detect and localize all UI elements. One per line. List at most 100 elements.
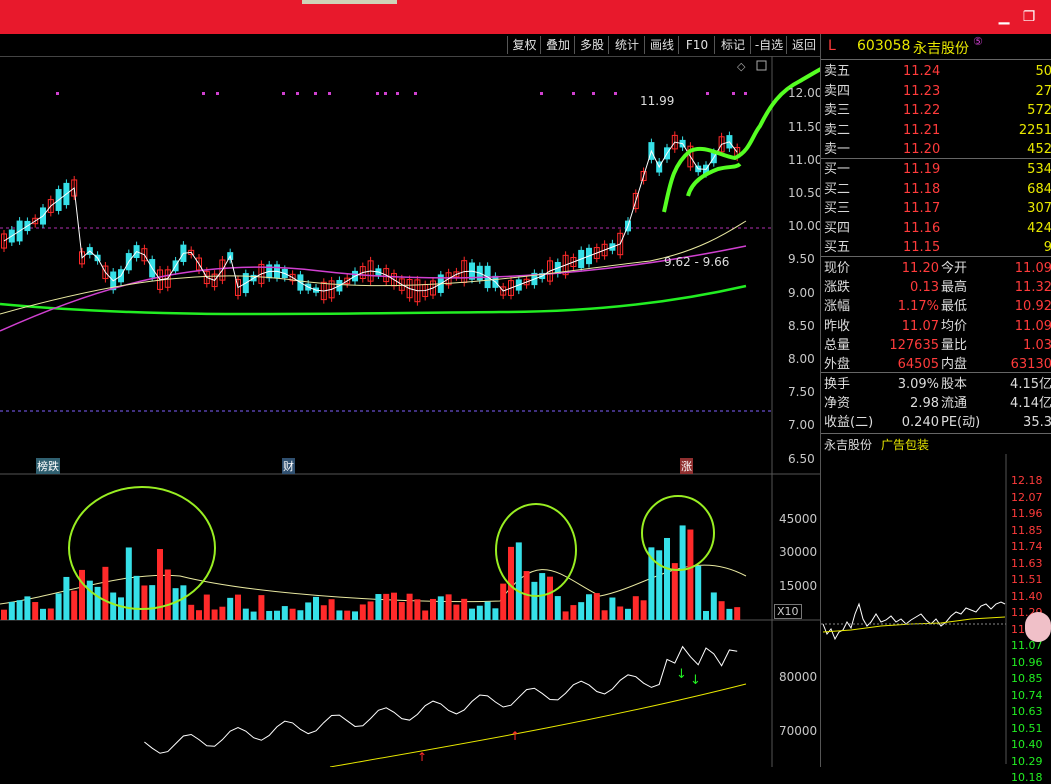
volume-bar <box>336 610 343 620</box>
volume-bar <box>125 547 132 620</box>
tab-thumbnail[interactable] <box>302 0 397 4</box>
volume-bar <box>718 601 725 620</box>
drawn-circle-1 <box>68 486 216 610</box>
mini-price-label: 10.63 <box>1011 705 1043 718</box>
back-button[interactable]: 返回 <box>786 36 821 54</box>
ask-price: 11.22 <box>903 103 941 118</box>
volume-bar <box>266 610 273 620</box>
minimize-icon[interactable]: ▁ <box>998 9 1010 25</box>
stat-value: 4.14亿 <box>1010 396 1051 412</box>
price-axis-label: 6.50 <box>788 452 815 466</box>
ask-row[interactable]: 卖二 11.21 2251 <box>821 121 1051 140</box>
volume-bar <box>24 596 31 620</box>
ask-volume: 27 <box>1035 83 1051 99</box>
bid-row[interactable]: 买二 11.18 684 <box>821 180 1051 199</box>
volume-axis-label: 30000 <box>779 545 818 559</box>
remove-watchlist-button[interactable]: -自选 <box>750 36 787 54</box>
kline-chart-area[interactable]: ◇ ↓ ↓ ↑ ↑ 12.00 11.50 11.00 10.50 10.00 … <box>0 56 823 767</box>
price-axis-label: 8.50 <box>788 319 815 333</box>
stock-name: 永吉股份 <box>913 41 969 57</box>
stat-label: 收益(二) <box>824 415 874 431</box>
volume-bar <box>398 602 405 620</box>
indicator-line <box>144 645 738 754</box>
volume-bar <box>734 607 741 620</box>
signal-dot <box>376 92 379 95</box>
volume-bar <box>547 576 553 620</box>
event-marker-3[interactable]: 涨 <box>680 458 693 474</box>
stock-header: L 603058 永吉股份 ⑤ <box>821 34 1051 58</box>
ask-row[interactable]: 卖五 11.24 50 <box>821 62 1051 81</box>
stat-row: 涨跌 0.13 最高 11.32 <box>821 278 1051 297</box>
restore-icon[interactable]: ❐ <box>1022 9 1036 25</box>
mini-intraday-chart <box>821 454 1007 764</box>
signal-dot <box>592 92 595 95</box>
bid-row[interactable]: 买四 11.16 424 <box>821 219 1051 238</box>
price-axis-label: 8.00 <box>788 352 815 366</box>
mini-price-label: 11.07 <box>1011 639 1043 652</box>
signal-dot <box>744 92 747 95</box>
volume-bar <box>188 604 195 620</box>
volume-bar <box>94 586 101 620</box>
avatar[interactable] <box>1025 612 1051 642</box>
mini-price-label: 11.40 <box>1011 589 1043 603</box>
stat-value: 4.15亿 <box>1010 377 1051 392</box>
mini-price-label: 12.18 <box>1011 474 1043 487</box>
price-axis-label: 7.50 <box>788 385 815 399</box>
stat-label: 股本 <box>941 377 968 392</box>
bid-label: 买三 <box>824 201 851 216</box>
volume-bar <box>47 608 54 620</box>
f10-button[interactable]: F10 <box>678 36 715 54</box>
mark-button[interactable]: 标记 <box>714 36 751 54</box>
bid-label: 买二 <box>824 181 851 197</box>
volume-bar <box>172 588 179 620</box>
bid-row[interactable]: 买一 11.19 534 <box>821 160 1051 179</box>
overlay-button[interactable]: 叠加 <box>540 36 575 54</box>
volume-bar <box>703 610 709 620</box>
volume-bar <box>164 569 171 620</box>
bid-volume: 424 <box>1027 220 1051 236</box>
indicator-axis-label: 70000 <box>779 724 818 738</box>
stat-label: 均价 <box>941 318 968 334</box>
ask-row[interactable]: 卖一 11.20 452 <box>821 140 1051 159</box>
volume-bar <box>359 604 366 620</box>
multi-stock-button[interactable]: 多股 <box>574 36 609 54</box>
volume-bar <box>344 610 351 620</box>
volume-bar <box>86 580 93 620</box>
fuquan-button[interactable]: 复权 <box>507 36 541 54</box>
bid-label: 买五 <box>824 240 851 255</box>
stat-row: 外盘 64505 内盘 63130 <box>821 355 1051 374</box>
price-axis-label: 9.00 <box>788 286 815 300</box>
volume-bar <box>211 609 218 620</box>
price-axis-label: 10.50 <box>788 186 823 200</box>
stat-label: 换手 <box>824 377 851 392</box>
volume-bar <box>726 608 733 620</box>
kline-chart-svg[interactable]: ◇ ↓ ↓ ↑ ↑ <box>0 56 820 767</box>
volume-bar <box>461 598 468 620</box>
signal-dot <box>614 92 617 95</box>
ma-line-short <box>0 220 747 315</box>
volume-bar <box>617 606 624 620</box>
signal-dot <box>396 92 399 95</box>
ad-label[interactable]: 广告包装 <box>881 438 930 452</box>
volume-bar <box>110 592 117 620</box>
ask-row[interactable]: 卖三 11.22 572 <box>821 101 1051 120</box>
volume-bar <box>328 599 335 620</box>
ask-volume: 572 <box>1027 103 1051 118</box>
mini-price-label: 11.85 <box>1011 523 1043 537</box>
event-marker-1[interactable]: 榜跌 <box>36 458 60 474</box>
bid-row[interactable]: 买五 11.15 9 <box>821 238 1051 257</box>
bid-row[interactable]: 买三 11.17 307 <box>821 199 1051 218</box>
bid-volume: 9 <box>1043 240 1051 255</box>
draw-line-button[interactable]: 画线 <box>644 36 679 54</box>
ask-row[interactable]: 卖四 11.23 27 <box>821 82 1051 101</box>
volume-bar <box>437 596 444 620</box>
event-marker-2[interactable]: 财 <box>282 458 295 474</box>
statistics-button[interactable]: 统计 <box>608 36 645 54</box>
ask-label: 卖四 <box>824 83 851 99</box>
stat-value: 0.13 <box>910 280 939 296</box>
volume-bar <box>367 601 374 620</box>
volume-bar <box>8 601 15 620</box>
mini-price-label: 10.85 <box>1011 672 1043 685</box>
signal-dot <box>216 92 219 95</box>
volume-bar <box>157 549 163 620</box>
